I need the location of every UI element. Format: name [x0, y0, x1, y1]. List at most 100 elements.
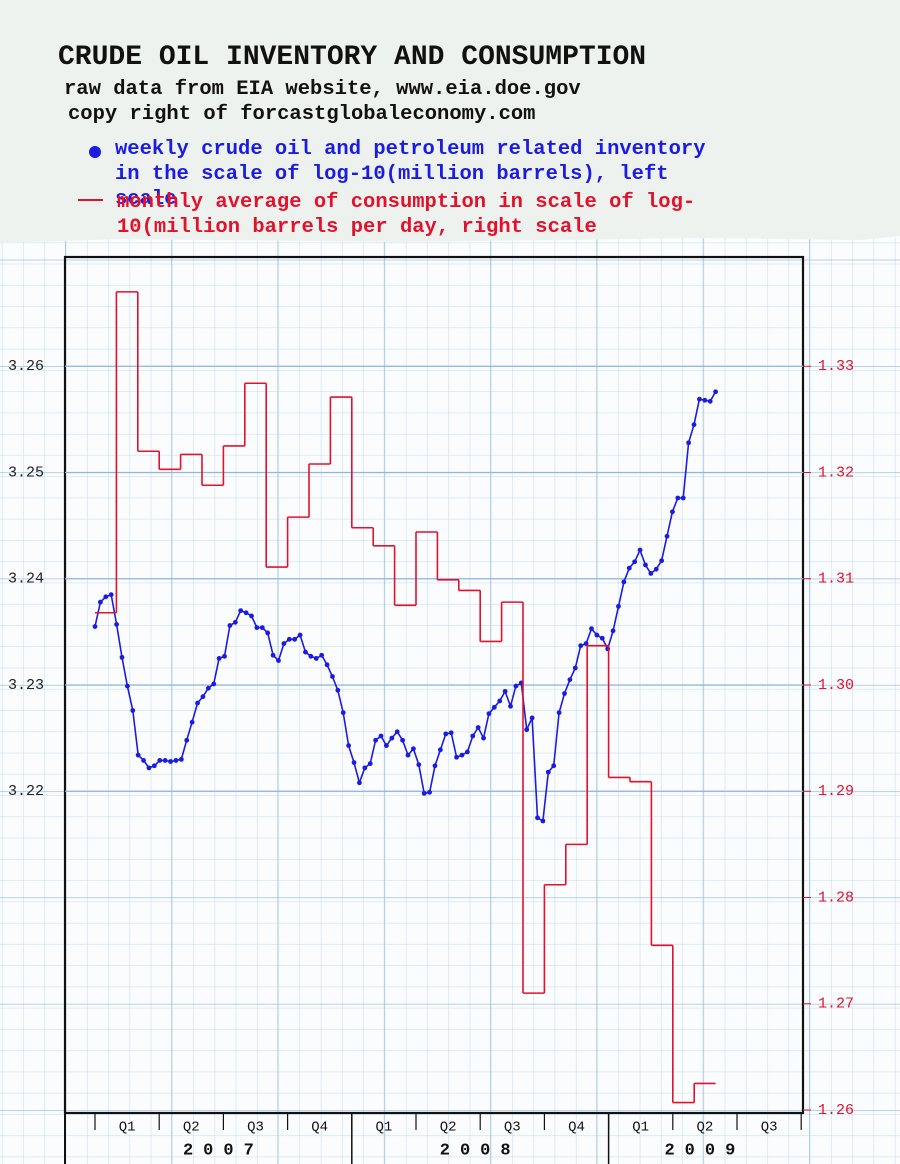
data-point [357, 780, 362, 786]
data-point [232, 619, 238, 625]
data-point [367, 761, 373, 767]
data-point [335, 687, 341, 693]
data-point [303, 649, 308, 655]
data-point [486, 711, 492, 717]
data-point [616, 603, 621, 609]
data-point [151, 763, 157, 769]
data-point [373, 737, 379, 743]
data-point [578, 643, 584, 649]
data-point [589, 626, 594, 632]
data-point [621, 579, 627, 585]
data-point [178, 756, 184, 762]
subtitle: raw data from EIA website, www.eia.doe.g… [64, 78, 581, 101]
data-point [448, 730, 454, 736]
year-label: 2007 [183, 1141, 264, 1160]
data-point [340, 710, 346, 716]
data-point [157, 758, 163, 763]
y2-tick-label: 1.26 [818, 1102, 854, 1119]
data-point [146, 765, 152, 771]
data-point [464, 749, 470, 755]
y2-tick-label: 1.30 [818, 677, 854, 694]
data-point [276, 658, 281, 663]
data-point [184, 737, 190, 743]
x-tick-label: Q3 [761, 1120, 778, 1136]
data-point [454, 754, 459, 760]
data-point [572, 665, 578, 671]
data-point [173, 758, 179, 763]
y2-tick-label: 1.32 [818, 464, 854, 481]
data-point [443, 731, 449, 737]
data-point [713, 389, 718, 395]
data-point [583, 641, 589, 646]
header-panel [0, 0, 900, 243]
data-point [545, 769, 551, 775]
x-tick-label: Q4 [311, 1120, 328, 1136]
legend-marker [89, 146, 101, 158]
x-tick-label: Q1 [375, 1120, 392, 1136]
subtitle: copy right of forcastglobaleconomy.com [68, 103, 536, 126]
data-point [330, 674, 335, 679]
x-tick-label: Q1 [119, 1120, 136, 1136]
data-point [168, 759, 173, 764]
data-point [319, 652, 325, 658]
data-point [529, 715, 535, 721]
data-point [281, 641, 287, 646]
x-tick-label: Q2 [183, 1120, 200, 1136]
data-point [594, 632, 600, 638]
data-point [324, 662, 330, 668]
data-point [481, 735, 486, 741]
y-tick-label: 3.26 [8, 358, 44, 375]
data-point [162, 758, 168, 763]
x-tick-label: Q3 [247, 1120, 264, 1136]
data-point [670, 509, 675, 515]
y2-tick-label: 1.33 [818, 358, 854, 375]
data-point [405, 752, 411, 758]
x-tick-label: Q1 [632, 1120, 649, 1136]
y2-tick-label: 1.31 [818, 571, 854, 588]
data-point [497, 698, 503, 704]
data-point [410, 746, 416, 752]
data-point [378, 733, 384, 739]
graph-paper [0, 238, 900, 1164]
data-point [351, 760, 357, 765]
data-point [513, 683, 519, 689]
y-tick-label: 3.23 [8, 677, 44, 694]
data-point [114, 622, 119, 627]
data-point [308, 653, 314, 659]
x-tick-label: Q2 [696, 1120, 713, 1136]
data-point [216, 656, 222, 661]
data-point [599, 635, 605, 641]
data-point [524, 727, 530, 733]
data-point [427, 789, 432, 795]
data-point [394, 729, 400, 735]
data-point [249, 613, 254, 619]
data-point [416, 762, 422, 768]
data-point [211, 681, 217, 687]
data-point [227, 623, 233, 628]
x-tick-label: Q4 [568, 1120, 585, 1136]
y2-tick-label: 1.27 [818, 996, 854, 1013]
data-point [686, 440, 692, 446]
data-point [243, 610, 249, 616]
data-point [675, 495, 681, 501]
data-point [130, 708, 136, 713]
data-point [124, 683, 130, 689]
data-point [432, 763, 438, 769]
data-point [362, 765, 368, 771]
data-point [292, 636, 298, 642]
data-point [648, 571, 654, 576]
x-tick-label: Q3 [504, 1120, 521, 1136]
data-point [437, 747, 443, 753]
data-point [270, 652, 276, 658]
data-point [702, 397, 708, 403]
data-point [562, 691, 567, 696]
y2-tick-label: 1.28 [818, 889, 854, 906]
data-point [103, 594, 109, 600]
year-label: 2008 [440, 1141, 521, 1160]
data-point [97, 599, 103, 605]
data-point [141, 758, 146, 763]
data-point [135, 752, 141, 758]
data-point [195, 700, 200, 706]
